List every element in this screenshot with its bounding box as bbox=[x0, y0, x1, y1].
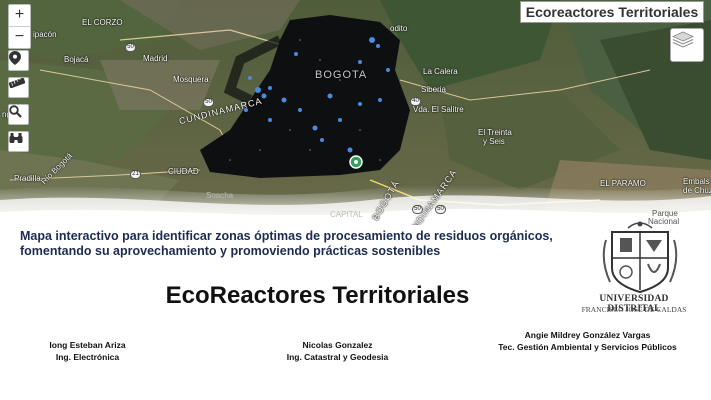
satellite-basemap bbox=[0, 0, 711, 225]
author-block: Nicolas Gonzalez Ing. Catastral y Geodes… bbox=[270, 339, 405, 363]
location-pin-icon bbox=[9, 51, 21, 65]
route-shield: 50 bbox=[435, 205, 446, 214]
place-label: Vda. El Salitre bbox=[413, 105, 464, 114]
binoculars-icon bbox=[9, 133, 23, 143]
author-name: Iong Esteban Ariza bbox=[49, 340, 126, 350]
place-label: Madrid bbox=[143, 54, 168, 63]
measure-ruler-icon bbox=[9, 78, 25, 88]
route-shield: 50 bbox=[203, 98, 214, 107]
place-label: de Chuz bbox=[683, 186, 711, 195]
author-block: Iong Esteban Ariza Ing. Electrónica bbox=[40, 339, 135, 363]
place-label: Mosquera bbox=[173, 75, 209, 84]
project-description: Mapa interactivo para identificar zonas … bbox=[20, 229, 553, 258]
author-name: Nicolas Gonzalez bbox=[302, 340, 373, 350]
place-label: CIUDAD bbox=[168, 167, 199, 176]
place-label: Parque bbox=[652, 209, 678, 218]
place-label: EL PARAMO bbox=[600, 179, 646, 188]
place-label: Embals bbox=[683, 177, 710, 186]
route-shield: 21 bbox=[130, 170, 141, 179]
place-label: EL CORZO bbox=[82, 18, 123, 27]
search-button[interactable] bbox=[8, 104, 29, 125]
zoom-in-button[interactable]: + bbox=[14, 6, 25, 23]
dense-point-cloud bbox=[200, 15, 410, 178]
main-title: EcoReactores Territoriales bbox=[165, 282, 470, 309]
place-label: BOGOTA bbox=[315, 69, 368, 81]
place-label: ng bbox=[2, 110, 11, 119]
place-label: odito bbox=[390, 24, 408, 33]
author-block: Angie Mildrey González Vargas Tec. Gesti… bbox=[490, 329, 685, 353]
place-label: La Calera bbox=[423, 67, 458, 76]
blue-point-clusters bbox=[244, 37, 390, 153]
place-label: Soacha bbox=[206, 191, 234, 200]
place-label: Bojacá bbox=[64, 55, 89, 64]
place-label: El Treinta bbox=[478, 128, 512, 137]
zoom-controls: + − bbox=[8, 4, 31, 49]
measure-button[interactable] bbox=[8, 77, 29, 98]
university-subname: FRANCISCO JOSÉ DE CALDAS bbox=[581, 305, 687, 314]
search-icon bbox=[9, 105, 22, 118]
layers-icon bbox=[672, 31, 694, 48]
author-role: Tec. Gestión Ambiental y Servicios Públi… bbox=[498, 342, 677, 352]
route-shield: 50 bbox=[125, 43, 136, 52]
route-shield: 40 bbox=[410, 97, 421, 106]
author-role: Ing. Catastral y Geodesia bbox=[286, 352, 389, 362]
map-view[interactable]: EL CORZO ipacón Bojacá Madrid Mosquera C… bbox=[0, 0, 711, 225]
place-label: Pradilla bbox=[14, 174, 41, 183]
zoom-out-button[interactable]: − bbox=[9, 26, 30, 48]
author-role: Ing. Electrónica bbox=[55, 352, 120, 362]
university-logo bbox=[602, 221, 678, 294]
place-label: y Seis bbox=[483, 137, 505, 146]
location-button[interactable] bbox=[8, 50, 29, 71]
place-label: Siberia bbox=[421, 85, 446, 94]
layers-button[interactable] bbox=[670, 28, 704, 62]
university-name: UNIVERSIDAD DISTRITAL bbox=[599, 294, 669, 314]
place-label: CAPITAL bbox=[330, 210, 363, 219]
place-label: ipacón bbox=[33, 30, 57, 39]
author-name: Angie Mildrey González Vargas bbox=[524, 330, 651, 340]
street-view-button[interactable] bbox=[8, 131, 29, 152]
map-title: Ecoreactores Territoriales bbox=[520, 1, 704, 23]
route-shield: 50 bbox=[412, 205, 423, 214]
place-label: Nacional bbox=[648, 217, 680, 226]
